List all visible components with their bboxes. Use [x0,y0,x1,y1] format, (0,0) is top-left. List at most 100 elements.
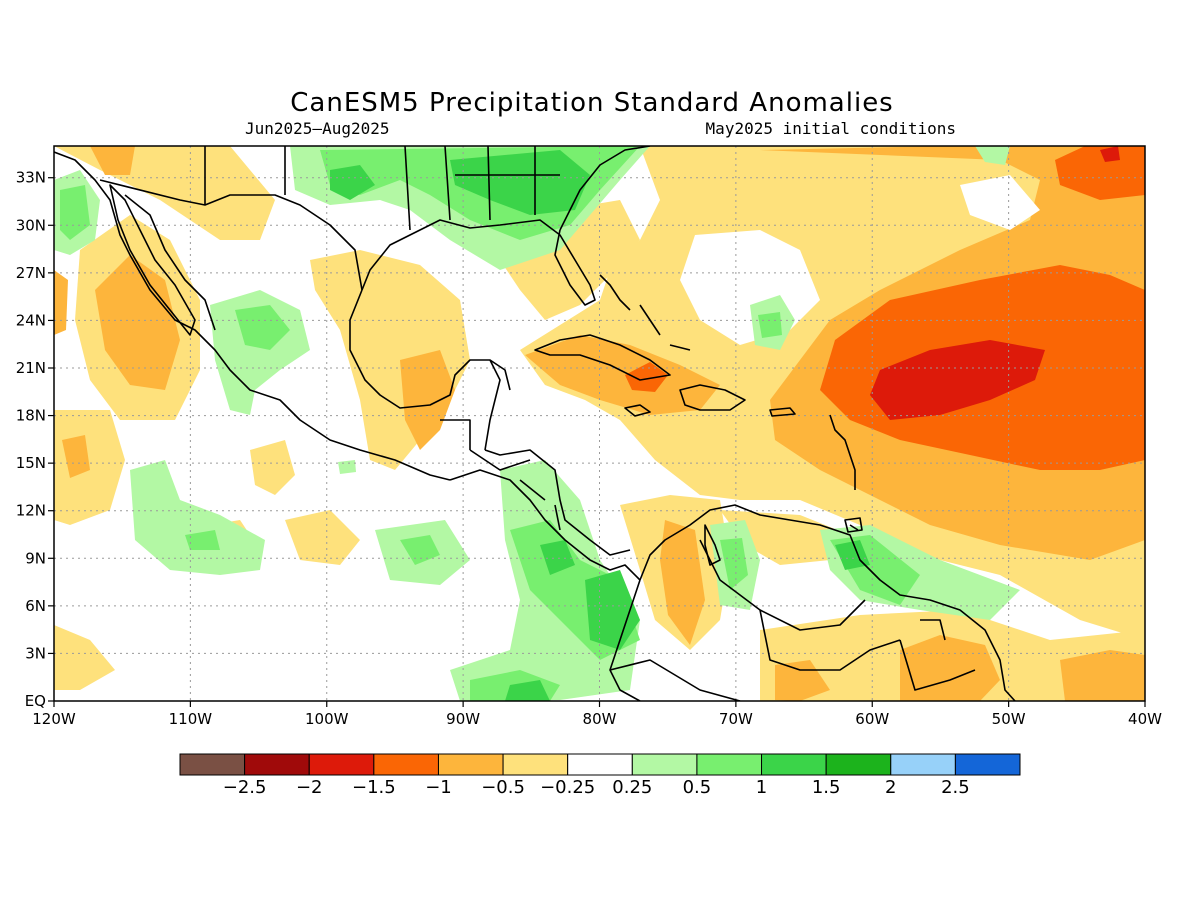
wet-anomaly-ecuador-strong [505,680,550,701]
dry-anomaly-hispaniola-core [625,362,668,392]
colorbar-label: −0.5 [481,777,525,798]
colorbar: −2.5 −2 −1.5 −1 −0.5 −0.25 0.25 0.5 1 1.5 2 2.5 [179,753,1021,798]
wet-anomaly-california-mod [60,185,90,240]
colorbar-swatch [631,753,698,776]
colorbar-label: 0.25 [612,777,652,798]
colorbar-label: 2.5 [941,777,970,798]
wet-anomaly-texas-strong [330,165,375,200]
colorbar-label: −2.5 [223,777,267,798]
colorbar-swatch [825,753,892,776]
dry-anomaly-ne-core [1100,146,1120,162]
lon-tick-label: 60W [855,710,889,728]
lon-tick-label: 50W [992,710,1026,728]
colorbar-swatch [373,753,439,776]
colorbar-label: 1.5 [812,777,841,798]
dry-anomaly-pacific-blob [285,510,360,565]
coastline-maracaibo [704,524,721,566]
colorbar-label: −1.5 [352,777,396,798]
dry-anomaly-venezuela [720,510,850,565]
wet-anomaly-southeast-us-strong [450,150,590,215]
colorbar-swatch [761,753,827,776]
islands-lesser-antilles [829,414,859,531]
dry-anomaly-central-pacific [250,440,295,495]
longitude-ticks: 120W 110W 100W 90W 80W 70W 60W 50W 40W [32,701,1162,728]
dry-anomaly-ne-corner [1055,146,1145,200]
island-hispaniola [679,384,746,411]
colorbar-label: 1 [756,777,767,798]
colorbar-swatch [244,753,310,776]
coastline-south-america-pacific [609,579,641,701]
island-yucatan-coast [489,359,511,391]
lat-lon-grid [54,146,1145,701]
us-state-borders [204,146,560,231]
island-bahamas [599,274,691,351]
coastline-us-east [559,146,651,231]
lat-tick-label: 18N [16,407,46,425]
dry-anomaly-pacific-sw [54,625,115,690]
lon-tick-label: 40W [1128,710,1162,728]
colorbar-swatch [308,753,375,776]
colorbar-label: −0.25 [540,777,595,798]
lon-tick-label: 70W [719,710,753,728]
coastline-central-america-caribbean [484,449,631,556]
lat-tick-label: 27N [16,264,46,282]
colorbar-swatch [567,753,633,776]
initial-conditions-subtitle: May2025 initial conditions [706,119,956,138]
colorbar-swatch [954,753,1021,776]
figure-title: CanESM5 Precipitation Standard Anomalies [290,88,893,118]
wet-anomaly-atlantic-small-mod [758,312,782,338]
latitude-ticks: EQ 3N 6N 9N 12N 15N 18N 21N 24N 27N 30N 33N [16,169,54,710]
wet-anomaly-guyana-strong [835,540,870,570]
lon-tick-label: 100W [305,710,349,728]
colorbar-label: −2 [296,777,323,798]
dry-anomaly-pacific-west-mod [62,435,90,478]
map-panel: 120W 110W 100W 90W 80W 70W 60W 50W 40W EQ 3N 6N 9N 1… [16,145,1162,728]
wet-anomaly-east-pacific-mod [185,530,220,550]
coastline-central-america [449,469,641,581]
dry-anomaly-colombia-mod [660,520,705,645]
lat-tick-label: 15N [16,454,46,472]
dry-anomaly-east-caribbean-white2 [960,175,1040,230]
period-subtitle: Jun2025–Aug2025 [245,119,390,138]
lat-tick-label: 6N [25,597,46,615]
dry-anomaly-far-west-edge [54,270,68,335]
lon-tick-label: 80W [583,710,617,728]
coastline-gulf-of-mexico [349,289,501,451]
wet-anomaly-pacific-coast-mod [400,535,440,565]
border-us-mexico [99,179,363,291]
colorbar-swatch [890,753,956,776]
dry-anomaly-us-southwest-mod [90,146,135,175]
wet-anomaly-east-pacific [130,460,265,575]
wet-anomaly-ne-small [975,146,1010,165]
lat-tick-label: 12N [16,502,46,520]
colorbar-swatch [502,753,569,776]
colorbar-swatch [696,753,763,776]
coastline-us-mexico-pacific [54,151,451,481]
dry-anomaly-east-atlantic-core [870,340,1045,420]
dry-anomaly-gulf-mod [400,350,455,450]
dry-anomaly-baja-mod [95,255,180,390]
dry-anomaly-guianas-mod [900,635,1000,701]
island-puerto-rico [769,407,796,417]
coastline-baja [109,184,196,336]
island-jamaica [624,404,651,417]
coastline-us-gulf [361,219,596,306]
lon-tick-label: 110W [169,710,213,728]
wet-anomaly-colombia-strong2 [540,540,575,575]
colorbar-label: −1 [425,777,452,798]
wet-anomaly-pacific-tiny [338,460,356,474]
coastline-south-america [639,504,1016,701]
lat-tick-label: 3N [25,644,46,662]
lat-tick-label: EQ [25,692,46,710]
lat-tick-label: 24N [16,311,46,329]
borders-central-america [440,419,561,531]
lat-tick-label: 9N [25,549,46,567]
lon-tick-label: 90W [446,710,480,728]
colorbar-label: 2 [885,777,896,798]
colorbar-label: 0.5 [683,777,712,798]
lon-tick-label: 120W [32,710,76,728]
borders-south-america [609,539,976,701]
coastline-gulf-of-california [124,194,216,331]
lat-tick-label: 33N [16,169,46,187]
